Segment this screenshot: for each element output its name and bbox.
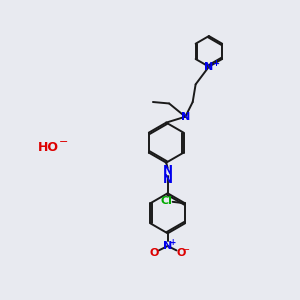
- Text: N: N: [163, 173, 173, 186]
- Text: N: N: [204, 62, 213, 72]
- Text: +: +: [169, 238, 176, 247]
- Text: N: N: [181, 112, 190, 122]
- Text: −: −: [58, 137, 68, 147]
- Text: O: O: [176, 248, 186, 258]
- Text: +: +: [212, 59, 219, 68]
- Text: HO: HO: [38, 141, 59, 154]
- Text: N: N: [163, 164, 173, 177]
- Text: −: −: [182, 245, 190, 255]
- Text: N: N: [163, 241, 172, 251]
- Text: O: O: [150, 248, 159, 258]
- Text: Cl: Cl: [161, 196, 173, 206]
